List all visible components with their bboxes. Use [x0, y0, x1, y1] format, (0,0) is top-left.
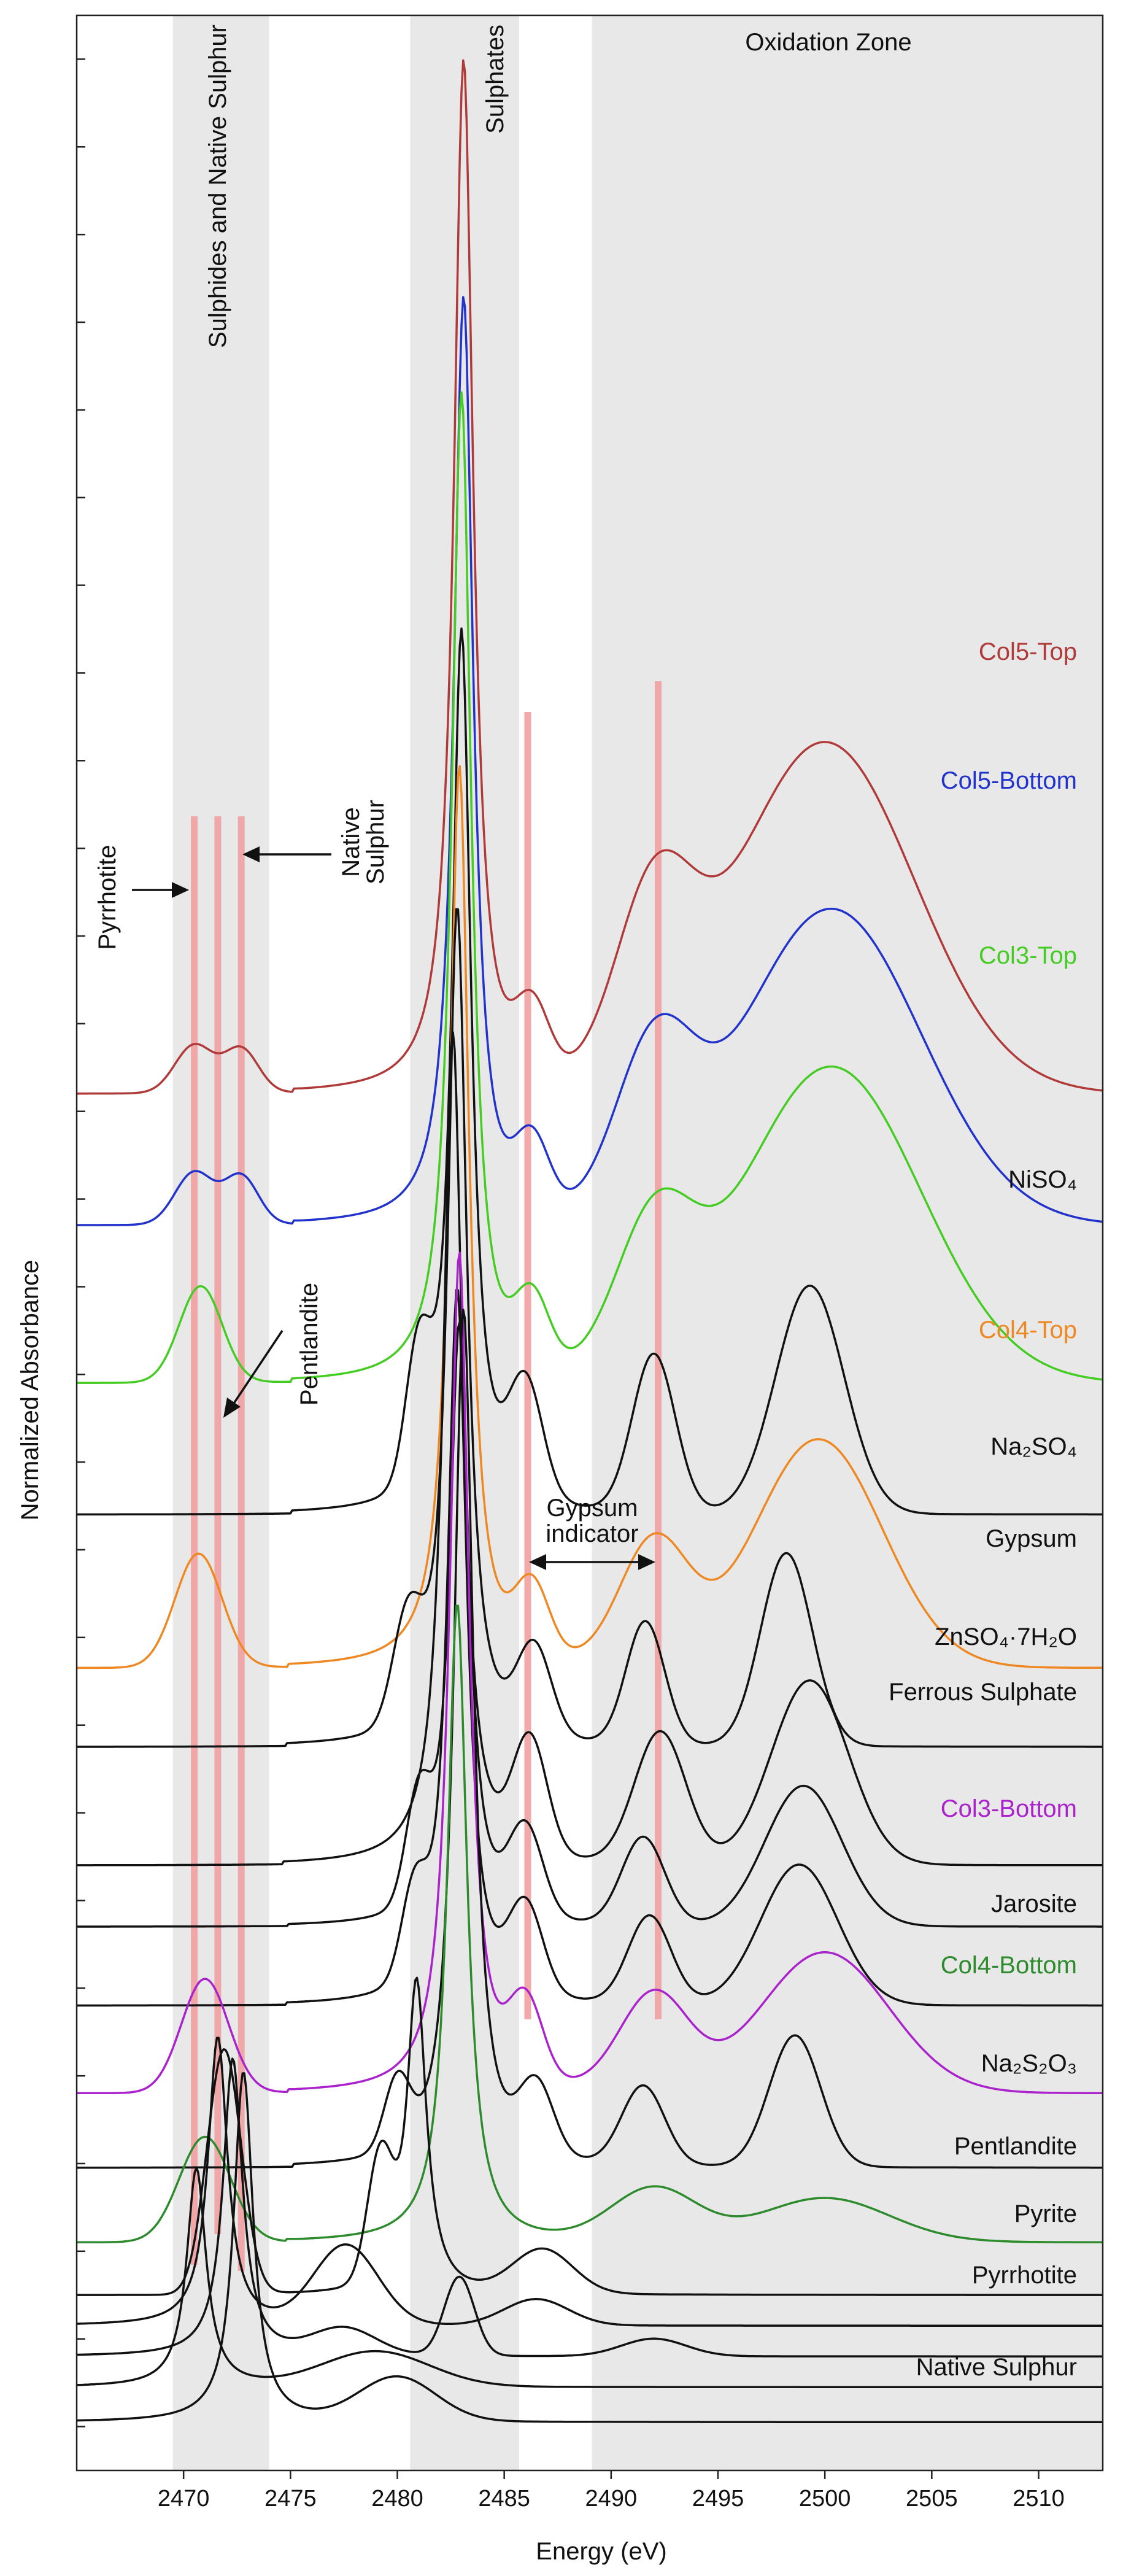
series-col3-bottom [77, 1251, 1103, 2095]
region-sulphates [410, 15, 520, 2470]
y-axis-label: Normalized Absorbance [17, 1260, 44, 1521]
arrow-pentlandite [223, 1330, 284, 1418]
series-native-sulphur [76, 2072, 1103, 2424]
series-col3-top [77, 391, 1103, 1384]
x-axis-label: Energy (eV) [536, 2538, 666, 2565]
region-label-sulphates: Sulphates [482, 25, 509, 134]
series-na-s-o [77, 1976, 1103, 2296]
arrow-native-sulphur [242, 846, 331, 862]
series-label-col4-top: Col4-Top [979, 1317, 1077, 1344]
annotation-pentlandite: Pentlandite [296, 1283, 323, 1406]
y-axis-ticks [77, 58, 85, 2427]
series-label-pyrrhotite: Pyrrhotite [972, 2262, 1077, 2289]
series-label-gypsum: Gypsum [986, 1525, 1077, 1552]
plot-frame [75, 14, 1104, 2472]
series-gypsum [77, 1031, 1103, 1866]
series-label-na-so: Na₂SO₄ [990, 1433, 1077, 1460]
series-label-znso-7h-o: ZnSO₄·7H₂O [935, 1623, 1077, 1650]
series-label-na-s-o: Na₂S₂O₃ [981, 2050, 1077, 2077]
series-pyrite [77, 2057, 1103, 2357]
series-label-col4-bottom: Col4-Bottom [941, 1952, 1077, 1979]
annotation-native-line1: Native [338, 807, 365, 876]
x-tick-label: 2470 [158, 2486, 210, 2512]
series-label-pentlandite: Pentlandite [954, 2133, 1077, 2160]
series-jarosite [77, 1309, 1103, 2169]
region-oxidation-zone [592, 15, 1103, 2470]
arrow-pyrrhotite [132, 882, 189, 898]
series-niso [76, 627, 1103, 1516]
x-tick-label: 2480 [371, 2486, 423, 2512]
x-axis-ticks: 2470 2475 2480 2485 2490 2495 2500 2505 2510 [158, 2470, 1065, 2512]
shaded-regions [172, 15, 1103, 2470]
series-znso-7h-o [77, 1321, 1103, 1928]
series-labels: Col5-Top Col5-Bottom Col3-Top NiSO₄ Col4-Top… [889, 638, 1077, 2381]
series-col5-top [77, 59, 1103, 1095]
x-tick-label: 2485 [478, 2486, 530, 2512]
x-tick-label: 2500 [799, 2486, 851, 2512]
series-label-native-sulphur: Native Sulphur [916, 2354, 1077, 2381]
series-label-jarosite: Jarosite [991, 1890, 1077, 1917]
x-tick-label: 2495 [692, 2486, 744, 2512]
x-tick-label: 2505 [906, 2486, 958, 2512]
x-tick-label: 2475 [264, 2486, 317, 2512]
x-tick-label: 2510 [1013, 2486, 1065, 2512]
series-col5-bottom [77, 296, 1103, 1226]
arrow-gypsum-indicator [529, 1554, 655, 1570]
series-pentlandite [77, 2036, 1103, 2327]
series-label-ferrous-sulphate: Ferrous Sulphate [889, 1679, 1077, 1706]
x-tick-label: 2490 [585, 2486, 638, 2512]
series-label-col3-bottom: Col3-Bottom [941, 1795, 1077, 1822]
series-label-col5-bottom: Col5-Bottom [941, 767, 1077, 794]
series-pyrrhotite [76, 2167, 1103, 2388]
series-label-col5-top: Col5-Top [979, 638, 1077, 665]
series-na-so [77, 908, 1103, 1748]
spectra-series [76, 59, 1103, 2424]
region-label-sulphides: Sulphides and Native Sulphur [204, 25, 231, 348]
marker-lines [191, 681, 662, 2271]
series-col4-top [77, 765, 1103, 1669]
annotation-native-line2: Sulphur [362, 800, 389, 884]
annotation-gypsum-line2: indicator [546, 1520, 638, 1547]
series-label-niso: NiSO₄ [1008, 1166, 1077, 1193]
region-label-oxidation: Oxidation Zone [745, 29, 911, 56]
series-label-pyrite: Pyrite [1014, 2200, 1077, 2227]
annotation-pyrrhotite: Pyrrhotite [94, 845, 121, 950]
annotation-gypsum-line1: Gypsum [547, 1495, 638, 1522]
series-ferrous-sulphate [77, 1289, 1103, 2007]
series-label-col3-top: Col3-Top [979, 942, 1077, 969]
axes [75, 14, 1104, 2472]
series-col4-bottom [77, 1604, 1103, 2244]
